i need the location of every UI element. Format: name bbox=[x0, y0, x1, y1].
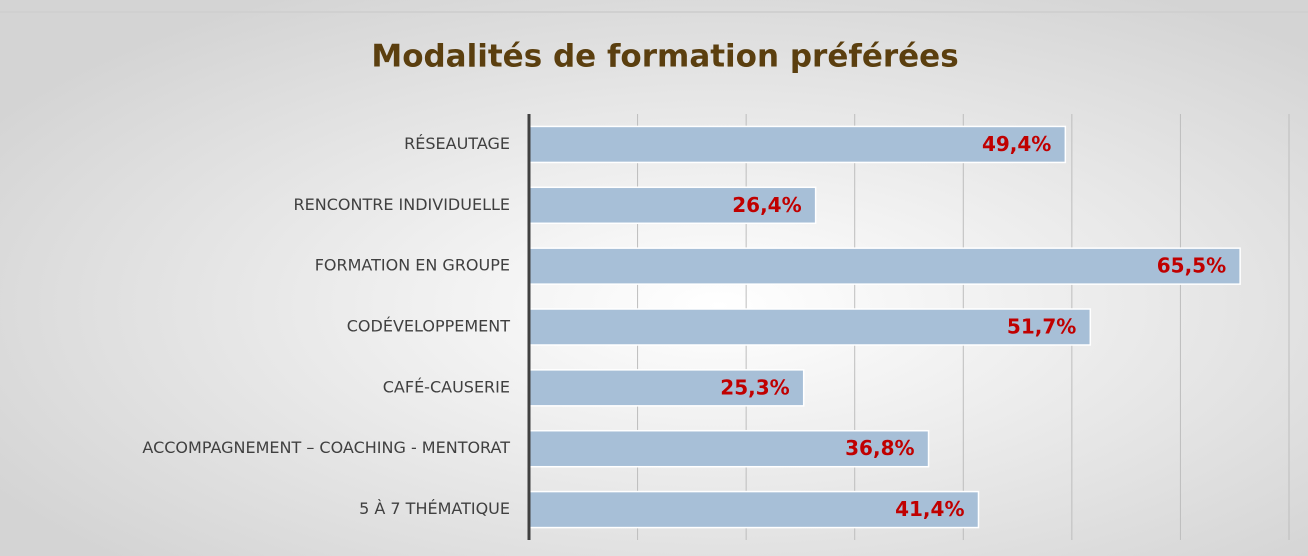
category-label: RENCONTRE INDIVIDUELLE bbox=[294, 195, 510, 214]
chart-title: Modalités de formation préférées bbox=[371, 39, 958, 75]
category-label: CODÉVELOPPEMENT bbox=[347, 317, 510, 336]
value-label: 49,4% bbox=[982, 132, 1051, 156]
category-label: ACCOMPAGNEMENT – COACHING - MENTORAT bbox=[142, 438, 510, 457]
category-label: RÉSEAUTAGE bbox=[404, 134, 510, 153]
bar bbox=[528, 186, 817, 225]
value-label: 36,8% bbox=[845, 436, 914, 460]
bar bbox=[528, 369, 805, 407]
category-label: FORMATION EN GROUPE bbox=[315, 256, 510, 275]
value-label: 51,7% bbox=[1007, 315, 1076, 339]
value-label: 26,4% bbox=[732, 193, 801, 217]
category-label: 5 À 7 THÉMATIQUE bbox=[359, 499, 510, 518]
bar bbox=[528, 247, 1241, 285]
value-label: 41,4% bbox=[895, 497, 964, 521]
category-label: CAFÉ-CAUSERIE bbox=[383, 377, 510, 396]
value-label: 65,5% bbox=[1157, 254, 1226, 278]
value-label: 25,3% bbox=[720, 375, 789, 399]
bar bbox=[528, 490, 980, 529]
bar bbox=[528, 308, 1092, 346]
bar bbox=[528, 125, 1067, 164]
bar bbox=[528, 429, 930, 468]
